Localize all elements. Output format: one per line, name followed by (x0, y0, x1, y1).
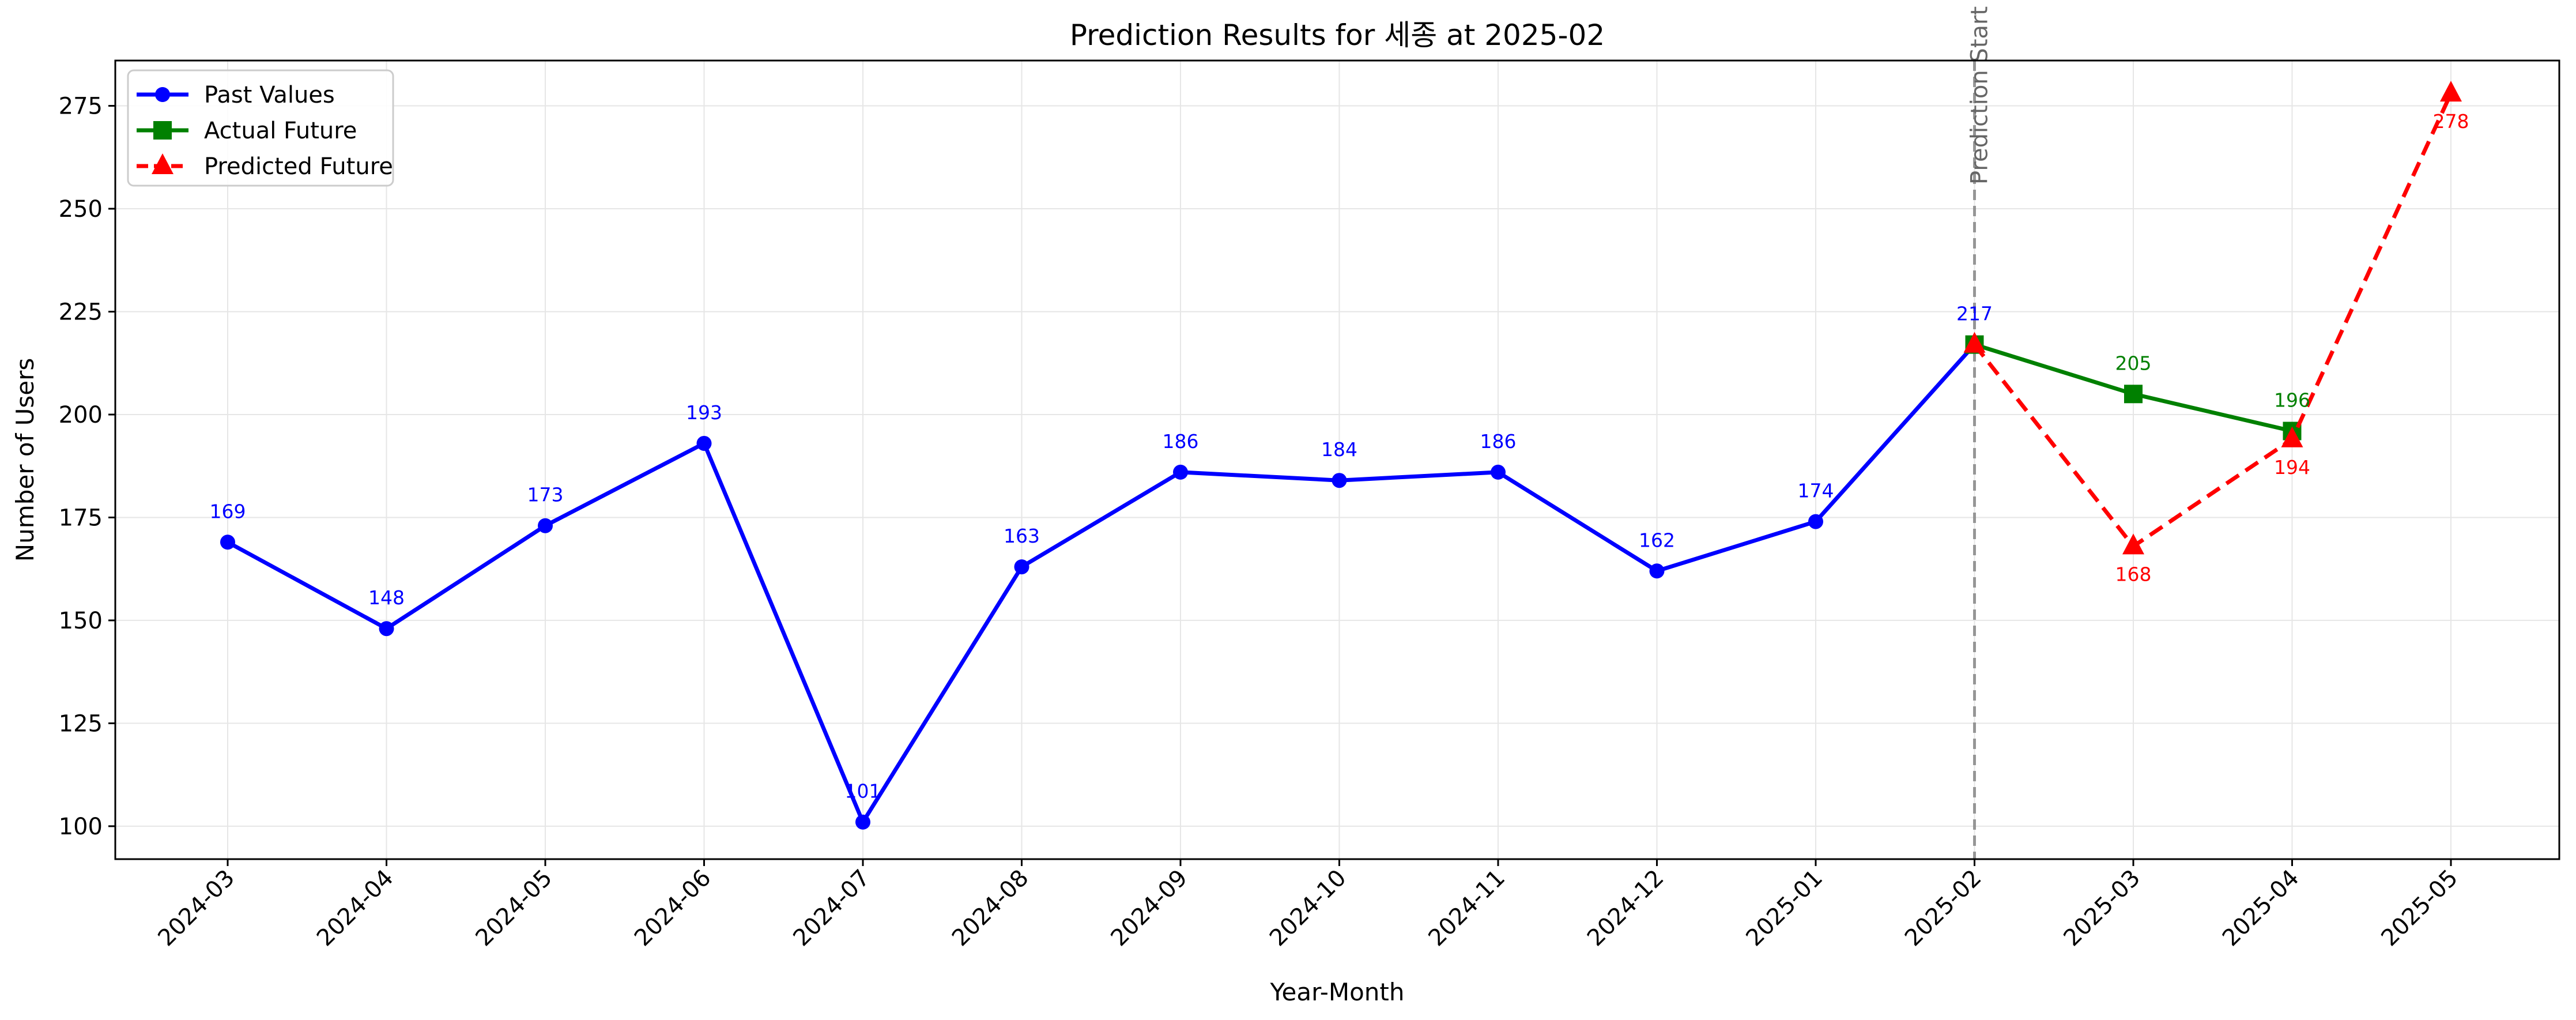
legend-label: Actual Future (204, 118, 357, 144)
data-point (538, 518, 553, 533)
data-label: 162 (1639, 529, 1675, 551)
data-point (696, 435, 712, 451)
legend-item: Past Values (137, 82, 335, 108)
data-point (1332, 473, 1347, 488)
data-label: 193 (686, 401, 722, 424)
series-2 (1963, 81, 2462, 555)
data-label: 173 (527, 484, 564, 506)
data-label: 217 (1956, 303, 1993, 325)
data-point (2281, 426, 2303, 447)
y-tick-label: 125 (59, 710, 103, 737)
data-label: 174 (1798, 480, 1834, 502)
data-label: 168 (2115, 563, 2152, 585)
legend-box (127, 69, 394, 187)
plot-frame (114, 59, 2560, 860)
y-tick-label: 225 (59, 299, 103, 325)
data-point (1649, 563, 1665, 579)
legend-marker (155, 87, 170, 102)
series-line (227, 343, 1977, 825)
legend-item: Actual Future (137, 118, 357, 144)
data-point (379, 621, 394, 637)
prediction-start-label: Prediction Start (1967, 6, 1993, 185)
y-tick-label: 250 (59, 196, 103, 223)
data-point (2124, 385, 2143, 404)
data-label: 186 (1480, 430, 1517, 453)
y-axis-title: Number of Users (11, 358, 39, 562)
chart-title: Prediction Results for 세종 at 2025-02 (1070, 18, 1605, 52)
legend-marker (153, 121, 172, 140)
data-point (1014, 559, 1029, 575)
y-tick-label: 275 (59, 93, 103, 120)
legend-label: Past Values (204, 82, 335, 108)
legend-marker (152, 153, 174, 174)
legend: Past Values Actual Future Predicted Future (127, 69, 394, 187)
y-tick-label: 100 (59, 814, 103, 840)
data-label: 184 (1321, 438, 1357, 461)
legend-item: Predicted Future (137, 153, 393, 180)
data-point (1173, 464, 1188, 480)
data-label: 148 (368, 586, 405, 609)
data-point (2122, 533, 2144, 555)
data-label: 186 (1163, 430, 1199, 453)
legend-label: Predicted Future (204, 153, 393, 180)
data-point (2440, 81, 2462, 102)
data-label-layer: 169 148 173 193 101 163 186 184 186 162 174 217 205 1… (210, 110, 2469, 803)
y-tick-label: 150 (59, 608, 103, 634)
data-point (1808, 514, 1823, 529)
series-layer (220, 81, 2462, 830)
data-point (1963, 332, 1986, 353)
data-point (220, 535, 235, 550)
data-label: 205 (2115, 352, 2152, 374)
y-tick-label: 200 (59, 402, 103, 428)
series-line (1972, 92, 2453, 548)
data-label: 196 (2274, 389, 2310, 412)
vline-layer: Prediction Start (1967, 6, 1993, 859)
data-label: 163 (1004, 525, 1040, 547)
data-label: 194 (2274, 456, 2310, 479)
data-label: 278 (2433, 110, 2469, 133)
x-axis-title: Year-Month (1269, 978, 1404, 1006)
data-label: 169 (210, 500, 246, 522)
data-point (1491, 464, 1506, 480)
data-point (855, 814, 870, 830)
data-label: 101 (845, 780, 881, 803)
y-tick-label: 175 (59, 505, 103, 531)
